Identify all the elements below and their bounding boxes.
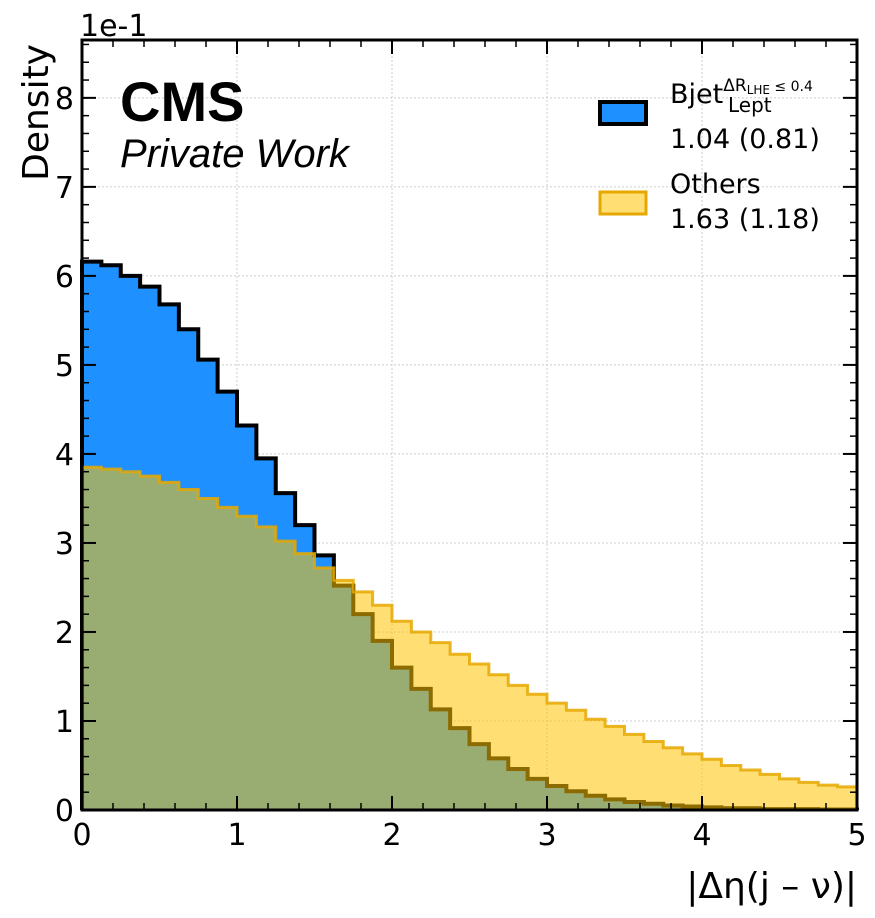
y-tick-label: 0 — [55, 794, 74, 829]
y-tick-label: 1 — [55, 705, 74, 740]
cms-label: CMS — [120, 70, 244, 133]
x-tick-label: 2 — [382, 818, 401, 853]
legend-stats-bjet: 1.04 (0.81) — [670, 124, 820, 155]
x-tick-label: 0 — [72, 818, 91, 853]
legend-label-bjet: BjetΔRLHE ≤ 0.4 — [670, 76, 813, 110]
tick-labels: 0 1 2 3 4 5 0 1 2 3 4 5 6 7 8 — [55, 82, 867, 853]
legend-stats-others: 1.63 (1.18) — [670, 204, 820, 235]
y-tick-label: 2 — [55, 616, 74, 651]
legend-swatch-others — [598, 190, 648, 216]
legend-label-others: Others — [670, 169, 761, 200]
y-tick-label: 6 — [55, 260, 74, 295]
plot-frame — [80, 38, 859, 812]
x-tick-label: 4 — [692, 818, 711, 853]
y-tick-label: 7 — [55, 171, 74, 206]
others-fill — [82, 467, 857, 810]
x-tick-label: 3 — [537, 818, 556, 853]
x-tick-label: 1 — [227, 818, 246, 853]
legend-sub-bjet: Lept — [728, 93, 772, 117]
others-histogram — [80, 465, 859, 810]
y-tick-label: 8 — [55, 82, 74, 117]
legend-swatch-bjet — [598, 100, 648, 126]
y-tick-label: 4 — [55, 438, 74, 473]
private-work-label: Private Work — [120, 132, 351, 176]
y-tick-label: 5 — [55, 349, 74, 384]
x-tick-label: 5 — [847, 818, 866, 853]
x-axis-label: |Δη(j – ν)| — [686, 866, 857, 907]
y-axis-label: Density — [16, 44, 57, 181]
legend: BjetΔRLHE ≤ 0.4 Lept 1.04 (0.81) Others … — [598, 76, 820, 235]
y-tick-label: 3 — [55, 527, 74, 562]
others-outline — [80, 465, 859, 810]
axis-multiplier: 1e-1 — [80, 9, 147, 44]
